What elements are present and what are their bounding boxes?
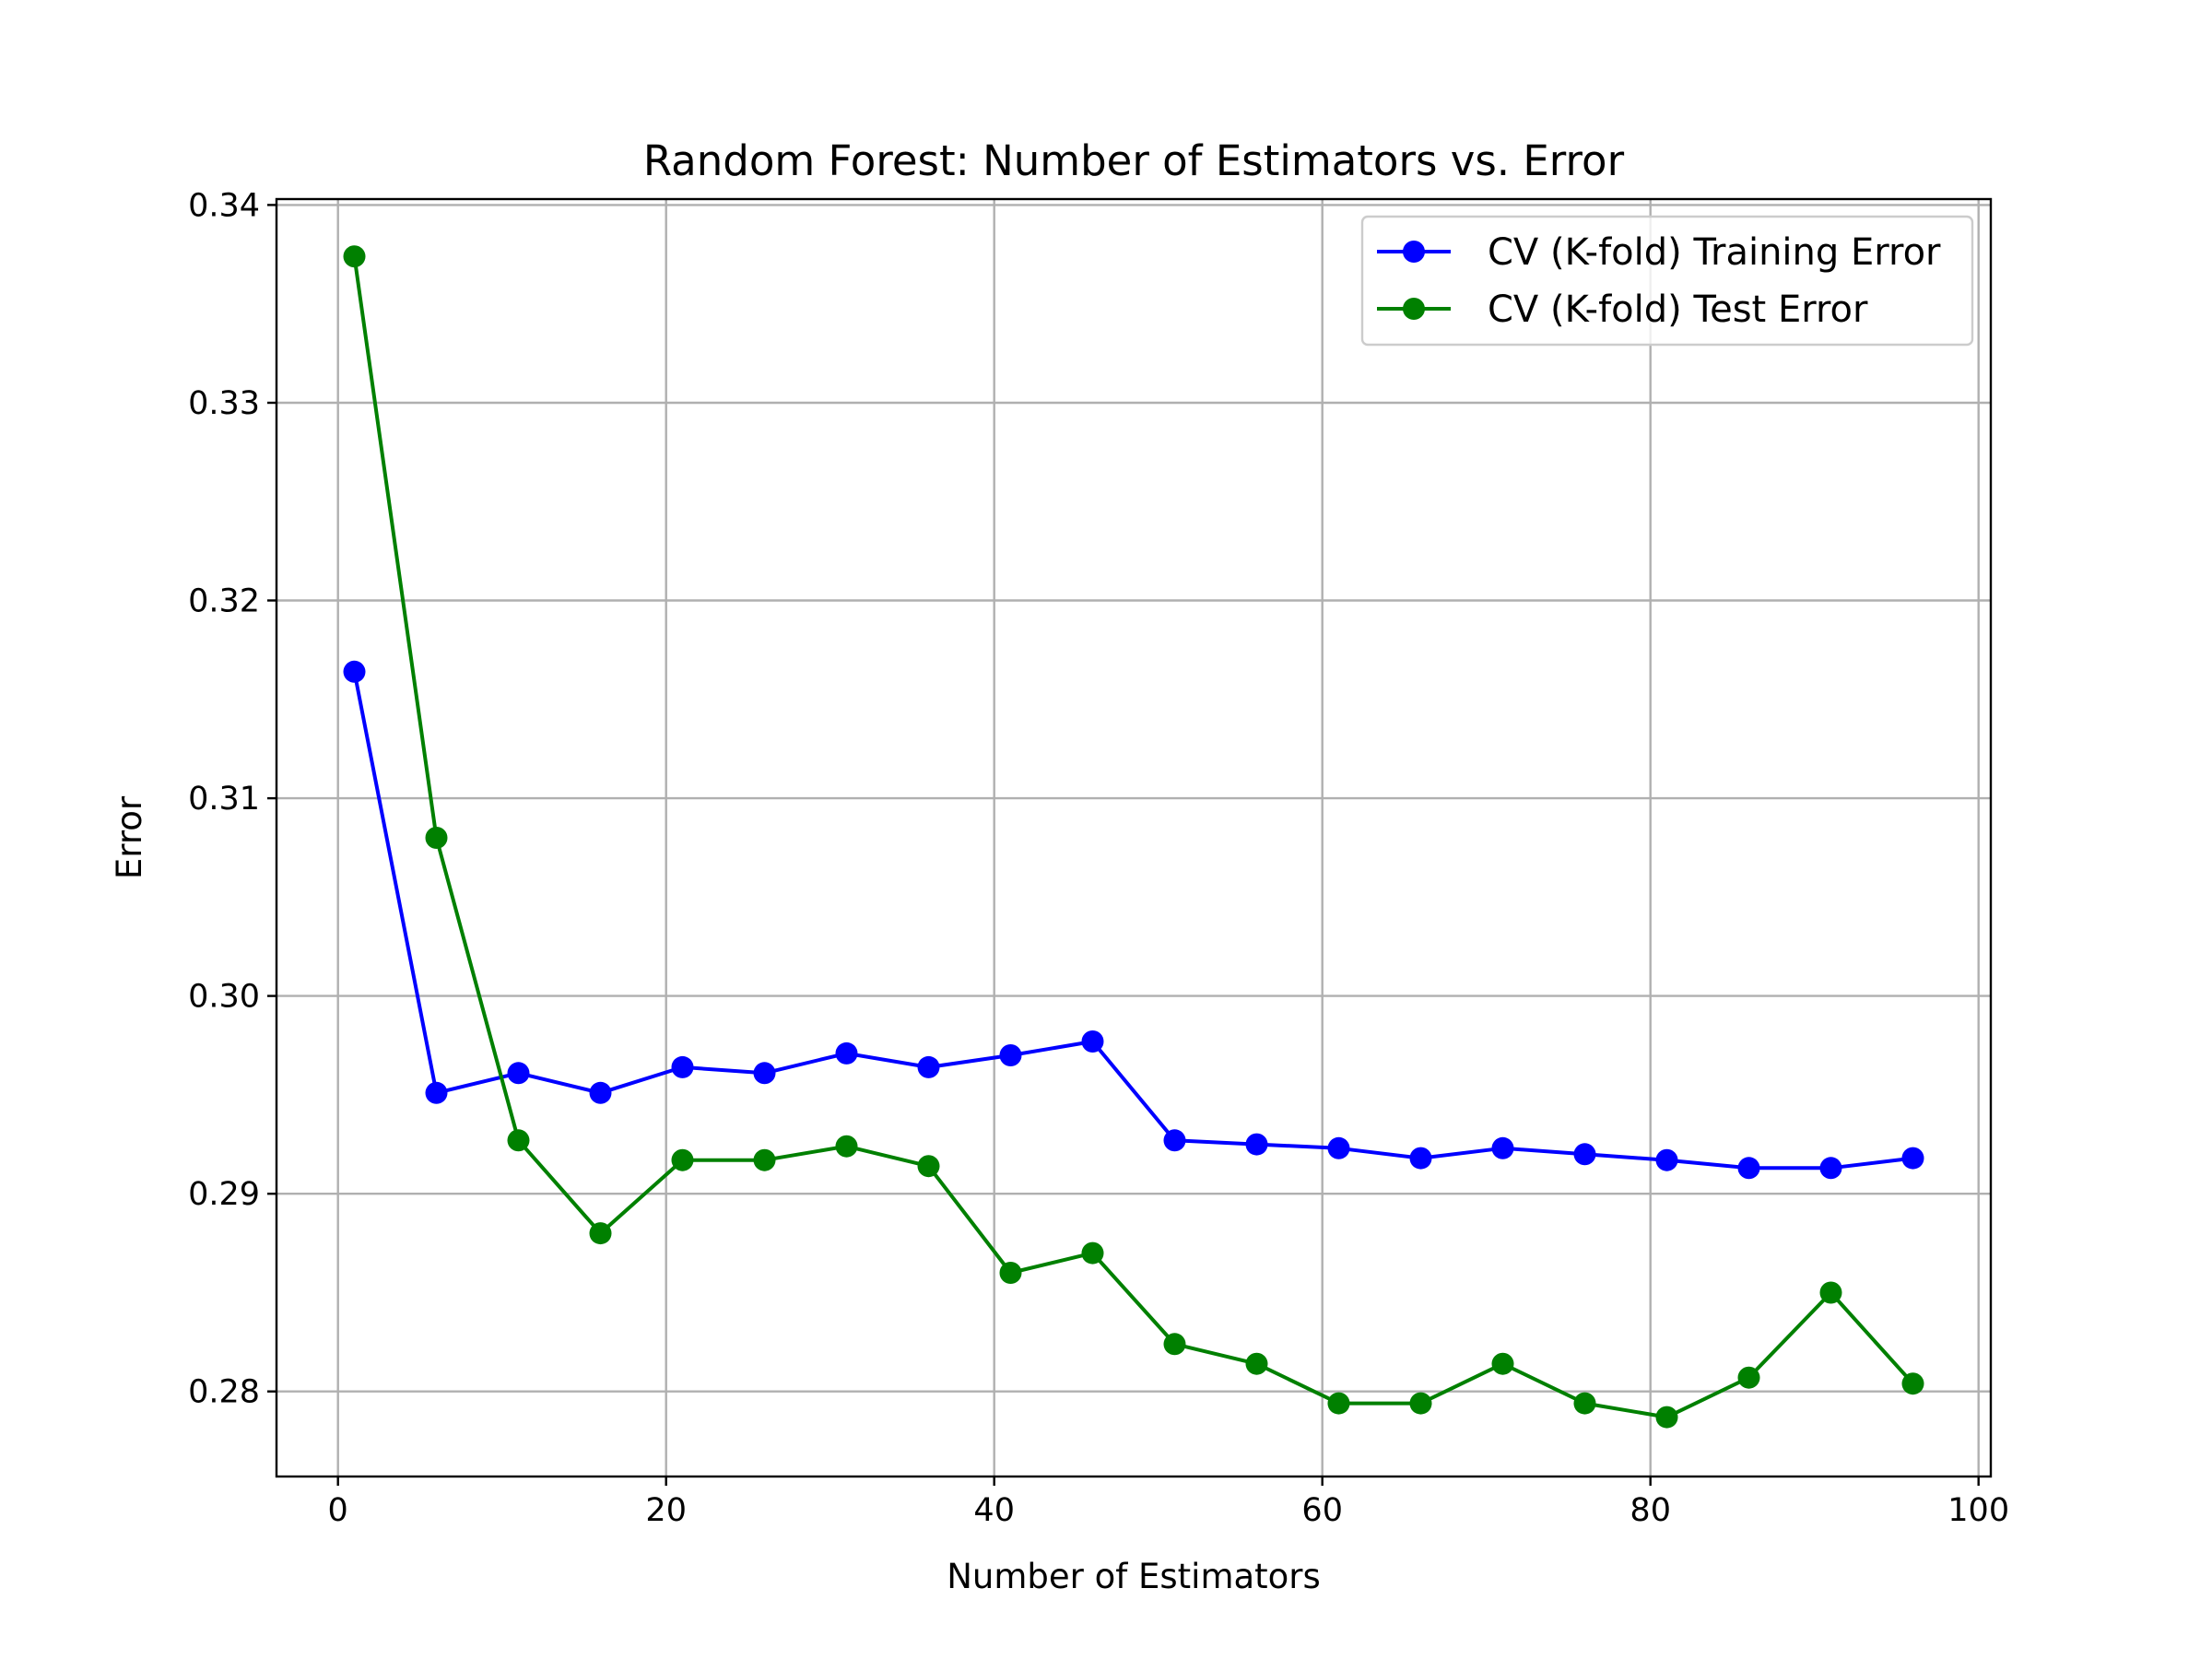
data-point bbox=[753, 1148, 776, 1171]
data-point bbox=[1491, 1136, 1514, 1159]
data-point bbox=[999, 1044, 1022, 1066]
x-tick-label: 20 bbox=[645, 1492, 687, 1529]
data-point bbox=[1655, 1148, 1678, 1171]
data-point bbox=[1245, 1352, 1268, 1375]
ticks: 0 20 40 60 80 100 0.28 0.29 0.30 0.31 0.32 0.33 0.34 bbox=[188, 187, 2009, 1529]
data-point bbox=[835, 1135, 858, 1158]
chart-title: Random Forest: Number of Estimators vs. … bbox=[643, 136, 1625, 185]
data-point bbox=[835, 1041, 858, 1065]
series-test bbox=[343, 245, 1924, 1429]
x-tick-label: 100 bbox=[1947, 1492, 2009, 1529]
data-point bbox=[1327, 1392, 1350, 1415]
legend-marker-training bbox=[1403, 241, 1425, 263]
y-tick-label: 0.30 bbox=[188, 979, 260, 1016]
data-point bbox=[1655, 1406, 1678, 1429]
x-tick-label: 80 bbox=[1630, 1492, 1671, 1529]
data-point bbox=[1573, 1143, 1596, 1166]
data-point bbox=[1163, 1333, 1186, 1356]
data-point bbox=[589, 1222, 612, 1245]
legend-label-test: CV (K-fold) Test Error bbox=[1488, 288, 1868, 331]
data-point bbox=[1163, 1129, 1186, 1152]
data-point bbox=[917, 1155, 940, 1178]
legend-box bbox=[1360, 215, 1974, 347]
x-axis-label: Number of Estimators bbox=[947, 1557, 1321, 1596]
data-point bbox=[1901, 1147, 1924, 1170]
grid bbox=[276, 199, 1991, 1477]
data-point bbox=[1081, 1030, 1104, 1053]
y-tick-label: 0.31 bbox=[188, 781, 260, 818]
legend-marker-test bbox=[1403, 298, 1425, 320]
x-tick-label: 40 bbox=[973, 1492, 1015, 1529]
data-point bbox=[1573, 1392, 1596, 1415]
y-axis-label: Error bbox=[110, 795, 149, 879]
x-tick-label: 0 bbox=[328, 1492, 348, 1529]
data-point bbox=[999, 1262, 1022, 1284]
data-point bbox=[1737, 1366, 1760, 1389]
plot-area bbox=[276, 199, 1991, 1477]
y-tick-label: 0.29 bbox=[188, 1176, 260, 1213]
data-point bbox=[425, 1081, 448, 1104]
data-point bbox=[753, 1062, 776, 1085]
data-point bbox=[425, 827, 448, 849]
data-point bbox=[1081, 1241, 1104, 1265]
data-point bbox=[1737, 1157, 1760, 1180]
data-point bbox=[1819, 1281, 1842, 1304]
data-point bbox=[917, 1055, 940, 1078]
y-tick-label: 0.28 bbox=[188, 1374, 260, 1411]
data-point bbox=[1409, 1147, 1432, 1170]
data-point bbox=[343, 245, 366, 268]
y-tick-label: 0.33 bbox=[188, 385, 260, 422]
y-tick-label: 0.34 bbox=[188, 187, 260, 224]
axes-frame bbox=[275, 197, 1993, 1478]
data-point bbox=[343, 660, 366, 683]
data-point bbox=[671, 1055, 694, 1078]
series-training bbox=[343, 660, 1924, 1180]
data-point bbox=[671, 1148, 694, 1171]
data-point bbox=[1819, 1157, 1842, 1180]
data-point bbox=[507, 1129, 530, 1152]
series-line bbox=[352, 671, 1913, 1171]
data-point bbox=[1245, 1133, 1268, 1156]
data-point bbox=[1491, 1352, 1514, 1375]
data-point bbox=[1901, 1372, 1924, 1395]
data-point bbox=[1327, 1136, 1350, 1159]
data-point bbox=[507, 1062, 530, 1085]
data-point bbox=[589, 1081, 612, 1104]
data-point bbox=[1409, 1392, 1432, 1415]
legend-label-training: CV (K-fold) Training Error bbox=[1488, 231, 1941, 274]
legend: CV (K-fold) Training Error CV (K-fold) T… bbox=[1360, 215, 1974, 347]
series-layer bbox=[343, 245, 1924, 1429]
series-line bbox=[352, 255, 1914, 1419]
y-tick-label: 0.32 bbox=[188, 583, 260, 620]
x-tick-label: 60 bbox=[1301, 1492, 1343, 1529]
